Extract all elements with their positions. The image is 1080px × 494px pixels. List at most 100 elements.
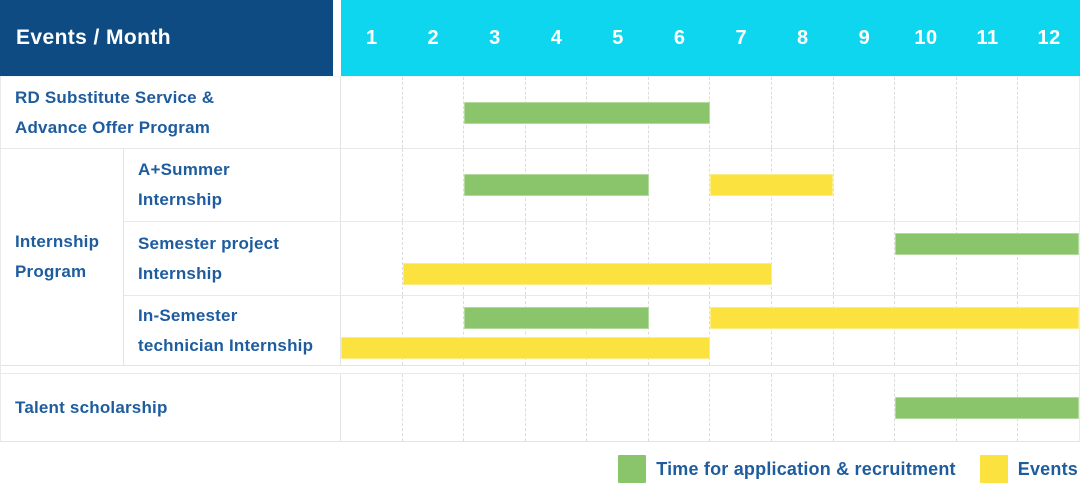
month-gridline xyxy=(1017,222,1079,295)
month-gridline xyxy=(401,296,464,365)
month-gridline xyxy=(709,296,771,365)
month-gridline xyxy=(1017,296,1079,365)
month-header-6: 6 xyxy=(673,26,686,49)
month-gridline xyxy=(401,374,464,441)
event-bar xyxy=(341,337,710,359)
month-header-2: 2 xyxy=(427,26,440,49)
month-gridline xyxy=(832,222,895,295)
legend-swatch-application xyxy=(618,455,647,483)
application-bar xyxy=(894,233,1079,255)
month-gridline xyxy=(709,77,771,148)
month-gridline xyxy=(955,149,1018,221)
month-gridline xyxy=(647,374,710,441)
month-gridline xyxy=(341,149,402,221)
sub-label-cell: In-Semester technician Internship xyxy=(124,296,341,365)
row-label: In-Semester technician Internship xyxy=(138,305,314,355)
legend-label: Events xyxy=(1017,458,1078,479)
month-gridline xyxy=(955,222,1018,295)
month-gridline xyxy=(524,374,587,441)
sub-label-cell: A+Summer Internship xyxy=(124,149,341,221)
gantt-subrow: A+Summer Internship xyxy=(124,149,1079,221)
gantt-row-chart xyxy=(341,222,1079,295)
month-gridline xyxy=(832,149,895,221)
month-gridline xyxy=(1017,149,1079,221)
month-gridline xyxy=(586,296,648,365)
legend: Time for application & recruitment Events xyxy=(0,442,1080,494)
month-header-1: 1 xyxy=(365,26,378,49)
event-bar xyxy=(710,174,833,196)
month-gridline xyxy=(894,77,956,148)
month-gridline xyxy=(709,149,771,221)
application-bar xyxy=(464,174,649,196)
events-month-header-cell: Events / Month xyxy=(0,0,333,76)
month-header-11: 11 xyxy=(976,26,999,49)
row-label: Internship Program xyxy=(15,232,100,281)
month-gridline xyxy=(463,374,525,441)
month-gridline xyxy=(524,222,587,295)
gantt-subrow: Semester project Internship xyxy=(124,221,1079,295)
table-section: Internship Program A+Summer Internship Sem… xyxy=(1,148,1079,365)
row-label: RD Substitute Service & Advance Offer Pr… xyxy=(15,87,215,137)
gantt-table-body: RD Substitute Service & Advance Offer Pr… xyxy=(0,76,1080,442)
legend-swatch-event xyxy=(979,455,1008,483)
month-gridline xyxy=(832,296,895,365)
month-gridline xyxy=(463,296,525,365)
month-header-9: 9 xyxy=(858,26,871,49)
month-gridline xyxy=(341,77,402,148)
month-gridline xyxy=(341,374,402,441)
gantt-subrow: In-Semester technician Internship xyxy=(124,295,1079,365)
month-header-10: 10 xyxy=(914,26,938,49)
page-title: Events / Month xyxy=(16,26,171,49)
application-bar xyxy=(894,397,1079,419)
application-bar xyxy=(464,307,649,329)
month-gridline xyxy=(709,222,771,295)
month-gridline xyxy=(647,296,710,365)
month-gridline xyxy=(647,222,710,295)
row-label: Semester project Internship xyxy=(138,233,280,283)
month-gridline xyxy=(894,222,956,295)
section-divider xyxy=(1,365,1079,373)
month-gridline xyxy=(832,374,895,441)
table-header: Events / Month 1 2 3 4 5 6 7 8 9 10 11 12 xyxy=(0,0,1080,76)
gantt-row-chart xyxy=(341,374,1079,441)
row-label: Talent scholarship xyxy=(15,397,168,417)
month-gridline xyxy=(463,222,525,295)
row-label: A+Summer Internship xyxy=(138,160,230,209)
header-divider xyxy=(333,0,341,76)
month-header-3: 3 xyxy=(489,26,501,49)
gantt-row-chart xyxy=(341,77,1079,148)
label-cell: RD Substitute Service & Advance Offer Pr… xyxy=(1,77,341,148)
gantt-row-chart xyxy=(341,296,1079,365)
month-header-8: 8 xyxy=(797,26,809,49)
gantt-row: RD Substitute Service & Advance Offer Pr… xyxy=(1,76,1079,148)
month-gridline xyxy=(586,222,648,295)
month-gridline xyxy=(463,149,525,221)
gantt-row: Talent scholarship xyxy=(1,373,1079,441)
month-gridline xyxy=(709,374,771,441)
legend-label: Time for application & recruitment xyxy=(656,458,956,479)
month-gridline xyxy=(894,296,956,365)
group-label-cell: Internship Program xyxy=(1,149,124,365)
event-bar xyxy=(710,307,1079,329)
legend-item: Time for application & recruitment xyxy=(618,455,956,483)
legend-item: Events xyxy=(979,455,1078,483)
month-header-row: 1 2 3 4 5 6 7 8 9 10 11 12 xyxy=(341,0,1080,76)
month-gridline xyxy=(955,77,1018,148)
month-gridline xyxy=(1017,77,1079,148)
sub-label-cell: Semester project Internship xyxy=(124,222,341,295)
month-gridline xyxy=(586,374,648,441)
label-cell: Talent scholarship xyxy=(1,374,341,441)
month-gridline xyxy=(771,296,833,365)
month-header-12: 12 xyxy=(1037,26,1061,49)
event-bar xyxy=(402,263,772,285)
month-gridline xyxy=(832,77,895,148)
table-section: Talent scholarship xyxy=(1,373,1079,441)
month-gridline xyxy=(771,374,833,441)
month-gridline xyxy=(401,222,464,295)
table-section: RD Substitute Service & Advance Offer Pr… xyxy=(1,76,1079,148)
month-header-5: 5 xyxy=(612,26,624,49)
month-gridline xyxy=(401,149,464,221)
month-gridline xyxy=(955,296,1018,365)
gantt-row-chart xyxy=(341,149,1079,221)
